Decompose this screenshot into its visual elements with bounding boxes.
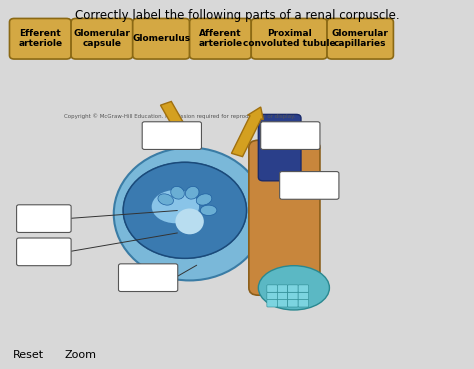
Text: Copyright © McGraw-Hill Education. Permission required for reproduction or displ: Copyright © McGraw-Hill Education. Permi… — [64, 113, 296, 119]
Ellipse shape — [152, 190, 199, 223]
FancyBboxPatch shape — [277, 292, 288, 300]
FancyBboxPatch shape — [142, 122, 201, 149]
FancyBboxPatch shape — [277, 300, 288, 307]
Ellipse shape — [114, 148, 265, 280]
FancyBboxPatch shape — [267, 300, 277, 307]
FancyBboxPatch shape — [261, 122, 320, 149]
FancyBboxPatch shape — [9, 18, 71, 59]
Ellipse shape — [185, 186, 199, 199]
Text: Efferent
arteriole: Efferent arteriole — [18, 29, 63, 48]
Text: Reset: Reset — [13, 350, 44, 360]
FancyBboxPatch shape — [190, 18, 251, 59]
FancyBboxPatch shape — [298, 300, 309, 307]
Ellipse shape — [196, 194, 212, 205]
FancyBboxPatch shape — [267, 285, 277, 292]
Text: Zoom: Zoom — [64, 350, 97, 360]
Text: Correctly label the following parts of a renal corpuscle.: Correctly label the following parts of a… — [75, 9, 399, 22]
FancyBboxPatch shape — [71, 18, 133, 59]
Text: Glomerular
capillaries: Glomerular capillaries — [332, 29, 389, 48]
FancyBboxPatch shape — [17, 238, 71, 266]
FancyBboxPatch shape — [298, 292, 309, 300]
FancyBboxPatch shape — [133, 18, 190, 59]
FancyBboxPatch shape — [288, 285, 298, 292]
FancyBboxPatch shape — [17, 205, 71, 232]
Circle shape — [123, 162, 246, 258]
Ellipse shape — [200, 205, 217, 215]
FancyBboxPatch shape — [277, 285, 288, 292]
FancyBboxPatch shape — [118, 264, 178, 292]
Ellipse shape — [258, 266, 329, 310]
FancyBboxPatch shape — [249, 140, 320, 295]
FancyBboxPatch shape — [298, 285, 309, 292]
Text: Glomerular
capsule: Glomerular capsule — [73, 29, 130, 48]
FancyArrow shape — [161, 101, 187, 137]
FancyBboxPatch shape — [288, 300, 298, 307]
Circle shape — [123, 162, 246, 258]
Text: Proximal
convoluted tubule: Proximal convoluted tubule — [243, 29, 336, 48]
FancyBboxPatch shape — [280, 172, 339, 199]
FancyBboxPatch shape — [258, 114, 301, 181]
Ellipse shape — [171, 186, 184, 199]
FancyBboxPatch shape — [327, 18, 393, 59]
FancyBboxPatch shape — [288, 292, 298, 300]
Ellipse shape — [158, 194, 173, 205]
Ellipse shape — [142, 173, 237, 255]
FancyArrow shape — [231, 107, 264, 156]
FancyBboxPatch shape — [251, 18, 327, 59]
Ellipse shape — [175, 208, 204, 234]
Text: Glomerulus: Glomerulus — [132, 34, 190, 43]
Text: Afferent
arteriole: Afferent arteriole — [198, 29, 243, 48]
FancyBboxPatch shape — [267, 292, 277, 300]
